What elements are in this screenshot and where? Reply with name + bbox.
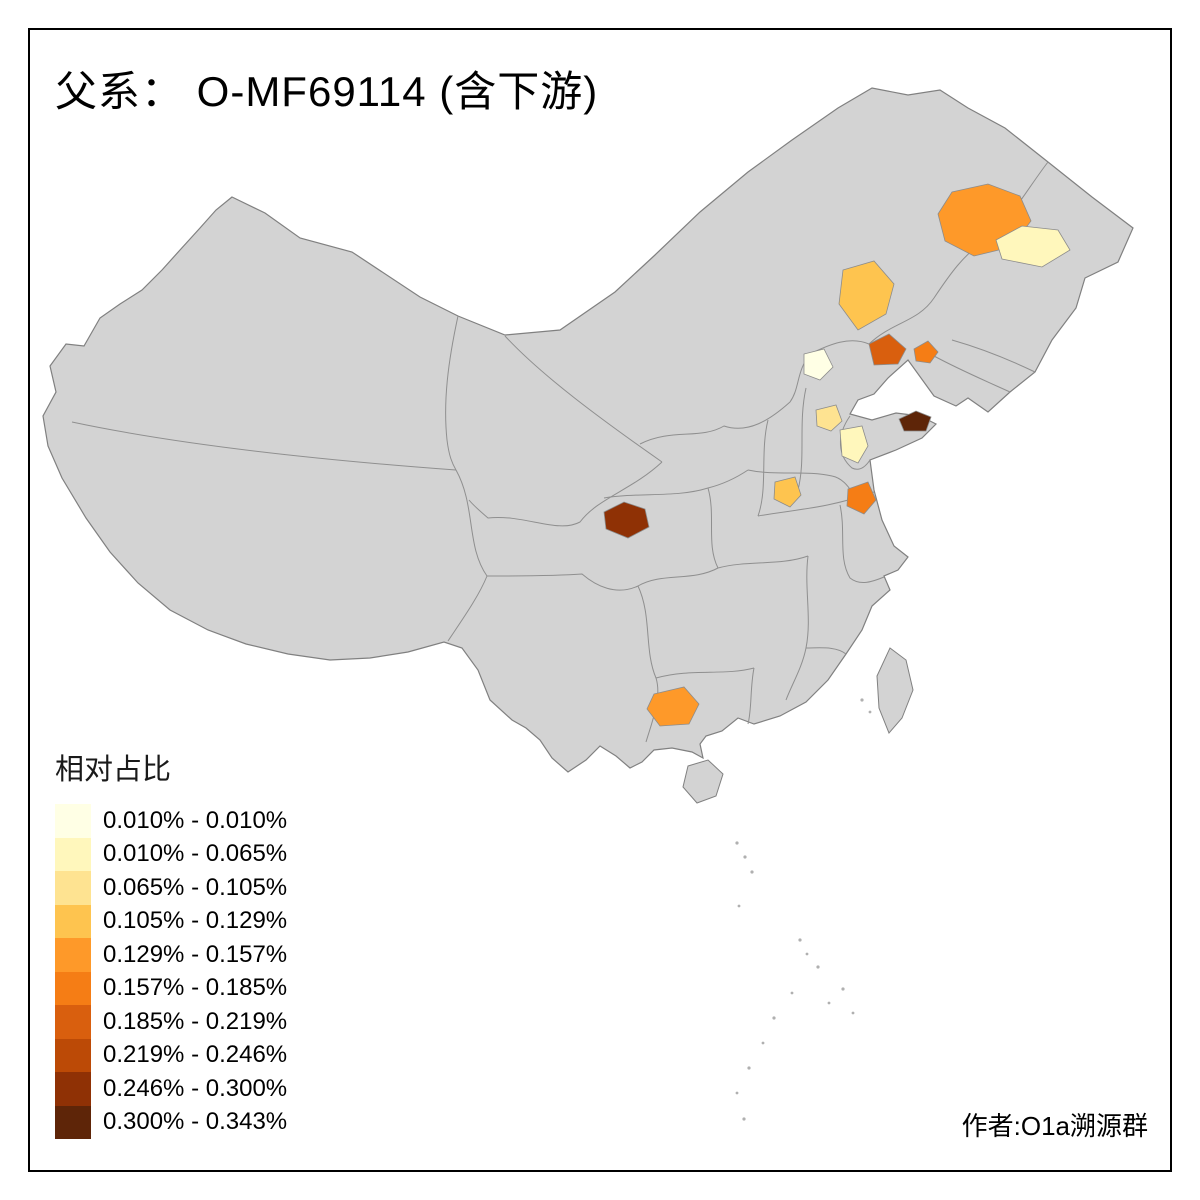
map-highlights — [603, 183, 1071, 727]
legend-swatch — [55, 871, 91, 905]
legend-label: 0.065% - 0.105% — [103, 873, 288, 901]
legend-label: 0.246% - 0.300% — [103, 1074, 288, 1102]
region-liaoning-west — [868, 333, 907, 366]
legend-label: 0.129% - 0.157% — [103, 940, 288, 968]
legend-swatch — [55, 1005, 91, 1039]
legend-swatch — [55, 1105, 91, 1139]
region-shandong-central — [839, 425, 869, 464]
legend: 相对占比 0.010% - 0.010% 0.010% - 0.065% 0.065… — [55, 746, 287, 1139]
legend-item: 0.065% - 0.105% — [55, 871, 287, 905]
island-hainan — [682, 759, 724, 804]
page-title: 父系： O-MF69114 (含下游) — [55, 68, 599, 115]
legend-item: 0.129% - 0.157% — [55, 938, 287, 972]
legend-swatch — [55, 904, 91, 938]
legend-swatch — [55, 804, 91, 838]
region-shandong-peninsula-tip — [898, 410, 932, 432]
legend-label: 0.010% - 0.010% — [103, 806, 288, 834]
legend-item: 0.246% - 0.300% — [55, 1072, 287, 1106]
legend-label: 0.300% - 0.343% — [103, 1108, 288, 1136]
legend-item: 0.010% - 0.010% — [55, 804, 287, 838]
region-liaoning-south — [913, 340, 939, 364]
legend-items: 0.010% - 0.010% 0.010% - 0.065% 0.065% - 0… — [55, 804, 287, 1139]
legend-item: 0.300% - 0.343% — [55, 1105, 288, 1139]
province-borders — [71, 161, 1049, 743]
region-yunnan-central — [646, 686, 700, 727]
china-landmass — [42, 87, 1134, 773]
legend-item: 0.185% - 0.219% — [55, 1005, 287, 1039]
legend-swatch — [55, 938, 91, 972]
author-credit: 作者:O1a溯源群 — [961, 1111, 1148, 1141]
legend-item: 0.219% - 0.246% — [55, 1038, 288, 1072]
legend-label: 0.185% - 0.219% — [103, 1007, 288, 1035]
south-china-sea-islets — [735, 698, 872, 1121]
legend-label: 0.010% - 0.065% — [103, 840, 288, 868]
legend-item: 0.010% - 0.065% — [55, 837, 288, 871]
island-taiwan — [876, 647, 914, 734]
legend-label: 0.219% - 0.246% — [103, 1041, 288, 1069]
legend-swatch — [55, 1072, 91, 1106]
region-jiangsu-north — [846, 481, 877, 515]
legend-item: 0.157% - 0.185% — [55, 971, 288, 1005]
legend-label: 0.105% - 0.129% — [103, 907, 288, 935]
legend-swatch — [55, 837, 91, 871]
region-beijing — [803, 348, 834, 381]
region-sichuan-chengdu — [603, 501, 650, 539]
region-shandong-northwest — [815, 404, 843, 432]
legend-label: 0.157% - 0.185% — [103, 974, 288, 1002]
legend-swatch — [55, 1038, 91, 1072]
legend-item: 0.105% - 0.129% — [55, 904, 288, 938]
legend-title: 相对占比 — [55, 754, 172, 786]
region-inner-mongolia-east — [838, 260, 895, 331]
legend-swatch — [55, 971, 91, 1005]
region-heilongjiang-east — [995, 225, 1071, 268]
region-henan-central — [773, 476, 802, 508]
